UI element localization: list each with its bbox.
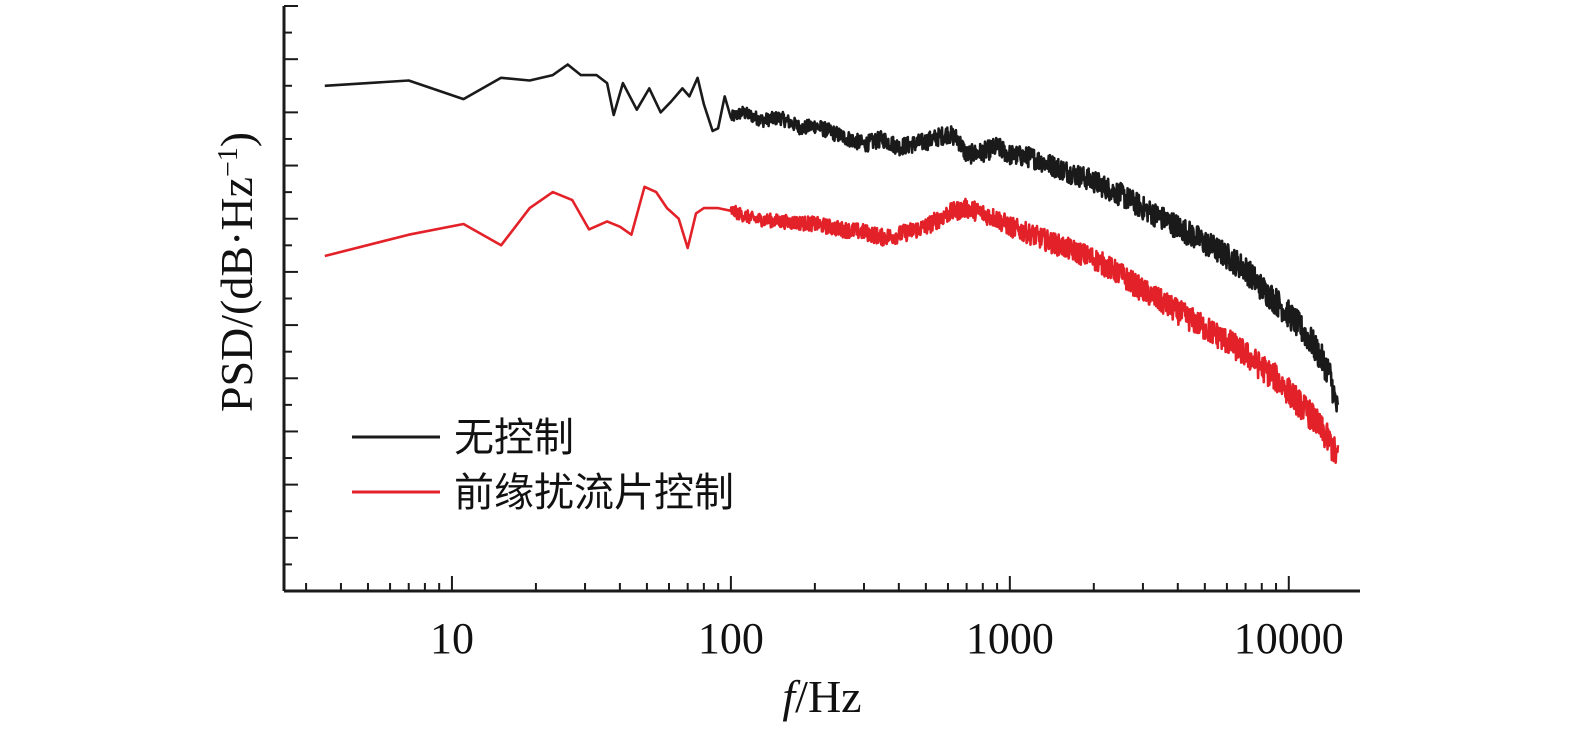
legend-label-no-control: 无控制 bbox=[454, 415, 574, 461]
x-axis-title: f/Hz bbox=[782, 671, 861, 722]
legend: 无控制 前缘扰流片控制 bbox=[352, 415, 734, 516]
x-tick-label: 10 bbox=[430, 614, 474, 663]
x-tick-label: 1000 bbox=[966, 614, 1054, 663]
y-axis-title: PSD/(dB·Hz−1) bbox=[211, 132, 262, 412]
ticks-layer: 10 100 1000 10000 bbox=[284, 5, 1344, 663]
x-tick-label: 10000 bbox=[1234, 614, 1344, 663]
series-layer bbox=[324, 63, 1340, 464]
legend-label-spoiler-control: 前缘扰流片控制 bbox=[454, 470, 734, 516]
series-spoiler-control-line bbox=[324, 185, 1340, 464]
series-no-control-line bbox=[324, 63, 1340, 413]
x-tick-label: 100 bbox=[698, 614, 764, 663]
